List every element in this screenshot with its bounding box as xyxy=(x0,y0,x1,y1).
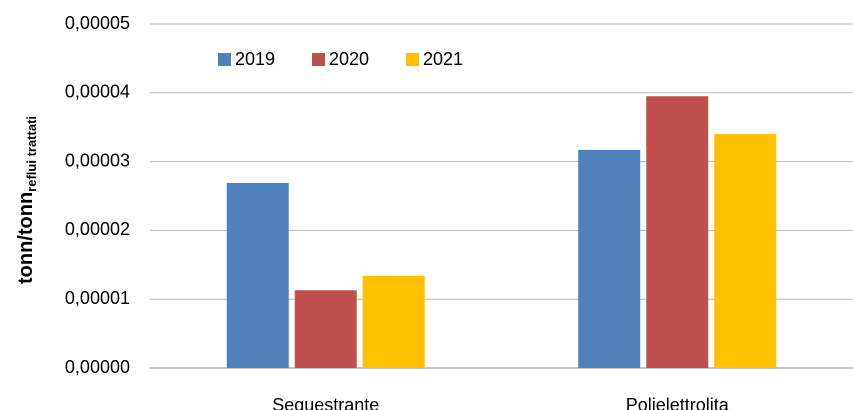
legend-label: 2019 xyxy=(235,49,275,69)
bar xyxy=(362,275,425,368)
legend-swatch xyxy=(312,53,325,66)
legend-label: 2020 xyxy=(329,49,369,69)
bar xyxy=(226,182,289,368)
legend-label: 2021 xyxy=(423,49,463,69)
bar xyxy=(578,149,641,368)
bar xyxy=(294,290,357,368)
y-tick-label: 0,00000 xyxy=(65,357,130,377)
y-tick-label: 0,00005 xyxy=(65,13,130,33)
legend-swatch xyxy=(218,53,231,66)
y-axis-title-sub: reflui trattati xyxy=(24,116,39,192)
bar xyxy=(646,96,709,369)
y-tick-label: 0,00001 xyxy=(65,288,130,308)
y-axis-title: tonn/tonnreflui trattati xyxy=(15,116,39,284)
bar xyxy=(714,134,777,368)
y-axis-title-main: tonn/tonn xyxy=(15,192,37,284)
y-tick-label: 0,00003 xyxy=(65,150,130,170)
x-tick-label: Sequestrante xyxy=(272,395,379,410)
y-tick-label: 0,00004 xyxy=(65,82,130,102)
x-tick-label: Polielettrolita xyxy=(626,395,730,410)
legend-swatch xyxy=(406,53,419,66)
y-tick-label: 0,00002 xyxy=(65,219,130,239)
